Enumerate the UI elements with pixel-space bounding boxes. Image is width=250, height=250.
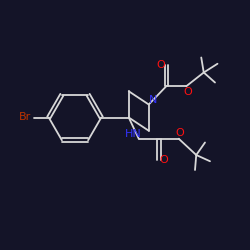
Text: O: O [156,60,165,70]
Text: O: O [183,87,192,97]
Text: HN: HN [126,129,142,139]
Text: Br: Br [19,112,31,122]
Text: O: O [176,128,184,138]
Text: O: O [160,155,168,165]
Text: N: N [149,95,158,105]
